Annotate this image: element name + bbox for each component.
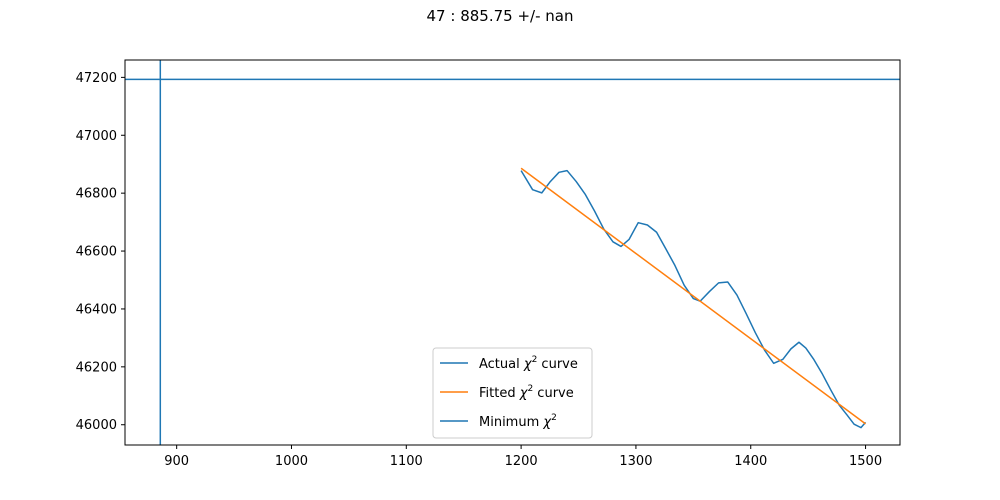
legend-box bbox=[432, 347, 593, 439]
legend-entry-label: Minimum χ2 bbox=[479, 413, 557, 430]
legend-entry-label: Actual χ2 curve bbox=[479, 355, 578, 372]
chart-title: 47 : 885.75 +/- nan bbox=[427, 7, 574, 25]
axes: 900 1000 1100 1200 1300 1400 1500 46000 46200 464… bbox=[76, 59, 901, 469]
legend: Actual χ2 curve Fitted χ2 curve Minimum χ2 bbox=[432, 347, 593, 439]
y-tick-label: 46000 bbox=[76, 418, 117, 433]
x-tick-label: 1400 bbox=[734, 454, 767, 469]
y-tick-label: 46600 bbox=[76, 245, 117, 260]
y-tick-label: 46400 bbox=[76, 302, 117, 317]
y-tick-label: 47000 bbox=[76, 129, 117, 144]
plot-area bbox=[125, 60, 900, 445]
y-tick-label: 46800 bbox=[76, 187, 117, 202]
plot-series-group bbox=[125, 60, 900, 445]
x-tick-label: 1300 bbox=[619, 454, 652, 469]
fitted-chi2-curve-line bbox=[520, 167, 867, 425]
y-tick-label: 46200 bbox=[76, 360, 117, 375]
y-tick-label: 47200 bbox=[76, 71, 117, 86]
axes-frame bbox=[124, 59, 901, 446]
x-tick-label: 900 bbox=[164, 454, 189, 469]
x-tick-label: 1100 bbox=[390, 454, 423, 469]
x-tick-label: 1200 bbox=[505, 454, 538, 469]
x-tick-label: 1000 bbox=[275, 454, 308, 469]
legend-entry-label: Fitted χ2 curve bbox=[479, 384, 574, 401]
x-tick-label: 1500 bbox=[849, 454, 882, 469]
